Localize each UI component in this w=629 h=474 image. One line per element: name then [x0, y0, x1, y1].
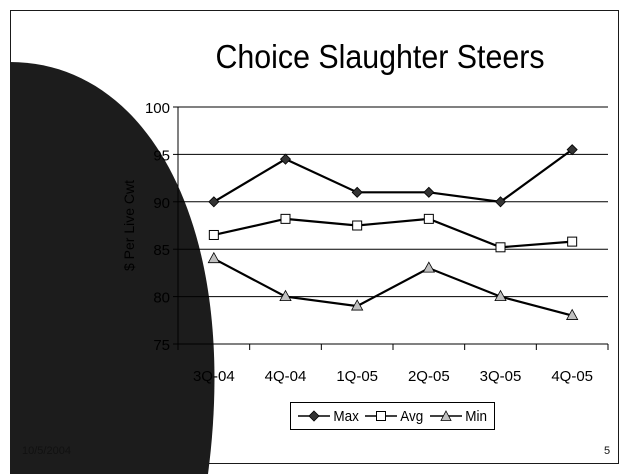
data-point-avg [495, 242, 506, 253]
data-point-max [494, 196, 507, 208]
chart-legend: Max Avg Min [290, 402, 496, 430]
series-line-max [213, 148, 573, 203]
data-point-max [351, 186, 363, 198]
data-point-max [208, 196, 220, 208]
y-tick-label: 90 [153, 195, 170, 212]
y-tick-label: 85 [153, 242, 170, 259]
data-point-avg [352, 220, 363, 231]
legend-label-min: Min [465, 407, 487, 425]
data-point-avg [208, 229, 219, 240]
y-tick-label: 75 [153, 337, 170, 354]
data-point-min [494, 289, 507, 302]
data-point-max [279, 153, 292, 165]
data-point-avg [567, 236, 578, 247]
y-tick-label: 100 [145, 100, 170, 117]
data-point-avg [423, 213, 434, 224]
legend-label-avg: Avg [400, 407, 424, 425]
x-tick-label: 1Q-05 [336, 368, 378, 385]
x-tick-label: 3Q-05 [480, 368, 522, 385]
series-line-avg [213, 217, 573, 249]
y-axis-label: $ Per Live Cwt [121, 180, 137, 271]
x-tick-label: 3Q-04 [193, 368, 235, 385]
data-point-avg [280, 213, 291, 224]
diamond-marker-icon [298, 410, 330, 422]
legend-label-max: Max [333, 407, 359, 425]
triangle-marker-icon [429, 410, 462, 421]
x-tick-label: 4Q-04 [265, 368, 307, 385]
data-point-min [422, 261, 436, 273]
slide-title: Choice Slaughter Steers [215, 38, 545, 75]
y-tick-label: 80 [153, 290, 170, 307]
decorative-quarter-ellipse [10, 62, 215, 474]
data-point-min [279, 289, 292, 302]
data-point-max [566, 144, 578, 156]
data-point-min [565, 308, 579, 320]
page-number: 5 [604, 445, 611, 457]
y-tick-label: 95 [153, 147, 170, 164]
x-tick-label: 4Q-05 [551, 368, 593, 385]
legend-item-min: Min [429, 408, 488, 425]
data-point-min [350, 299, 364, 311]
x-tick-label: 2Q-05 [408, 368, 450, 385]
series-line-min [213, 257, 573, 317]
data-point-min [207, 251, 221, 264]
data-point-max [423, 186, 435, 198]
legend-item-max: Max [297, 408, 360, 425]
square-marker-icon [365, 411, 398, 421]
legend-item-avg: Avg [364, 408, 425, 425]
footer-date: 10/5/2004 [22, 445, 71, 457]
